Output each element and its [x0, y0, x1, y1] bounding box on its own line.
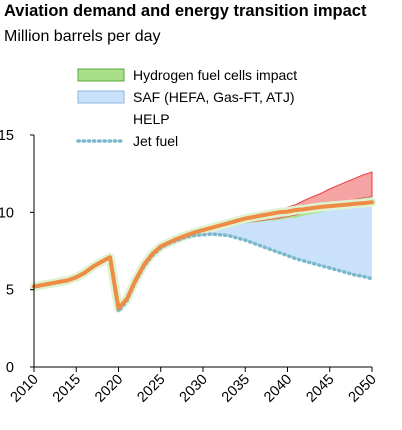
legend-label-help: HELP [133, 111, 170, 127]
x-tick-label: 2045 [303, 372, 337, 406]
y-tick-label: 5 [6, 283, 14, 299]
total-line [32, 200, 374, 311]
y-tick-label: 0 [6, 360, 14, 376]
saf-area [34, 203, 372, 312]
legend-swatch-saf [77, 90, 125, 104]
y-tick-label: 15 [0, 128, 14, 144]
x-tick-label: 2040 [261, 372, 295, 406]
x-tick-label: 2050 [346, 372, 380, 406]
y-tick-label: 10 [0, 205, 14, 221]
x-tick-label: 2020 [92, 372, 126, 406]
chart-subtitle: Million barrels per day [4, 28, 161, 45]
x-tick-label: 2015 [50, 372, 84, 406]
x-tick-label: 2030 [177, 372, 211, 406]
x-tick-label: 2010 [8, 372, 42, 406]
x-tick-label: 2025 [134, 372, 168, 406]
chart-title: Aviation demand and energy transition im… [4, 2, 367, 20]
legend-label-jet-fuel: Jet fuel [133, 133, 178, 149]
legend-swatch-hydrogen [77, 68, 125, 82]
x-tick-label: 2035 [219, 372, 253, 406]
chart-legend: Hydrogen fuel cells impact SAF (HEFA, Gas… [76, 67, 297, 149]
legend-label-hydrogen: Hydrogen fuel cells impact [133, 67, 297, 83]
chart-lines [29, 197, 377, 316]
legend-label-saf: SAF (HEFA, Gas-FT, ATJ) [133, 89, 295, 105]
chart-areas [33, 171, 373, 312]
